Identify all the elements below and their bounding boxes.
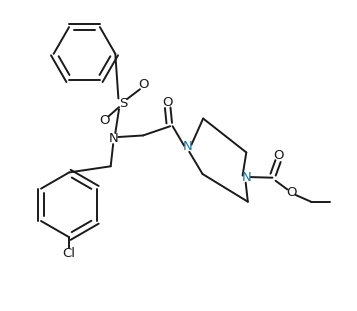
Text: N: N: [241, 170, 251, 183]
Text: N: N: [183, 140, 193, 153]
Text: O: O: [162, 96, 173, 109]
Text: O: O: [99, 114, 110, 128]
Text: O: O: [139, 78, 149, 91]
Text: N: N: [109, 132, 119, 145]
Text: S: S: [119, 97, 127, 109]
Text: O: O: [273, 149, 283, 162]
Text: Cl: Cl: [62, 247, 76, 260]
Text: O: O: [286, 186, 296, 199]
